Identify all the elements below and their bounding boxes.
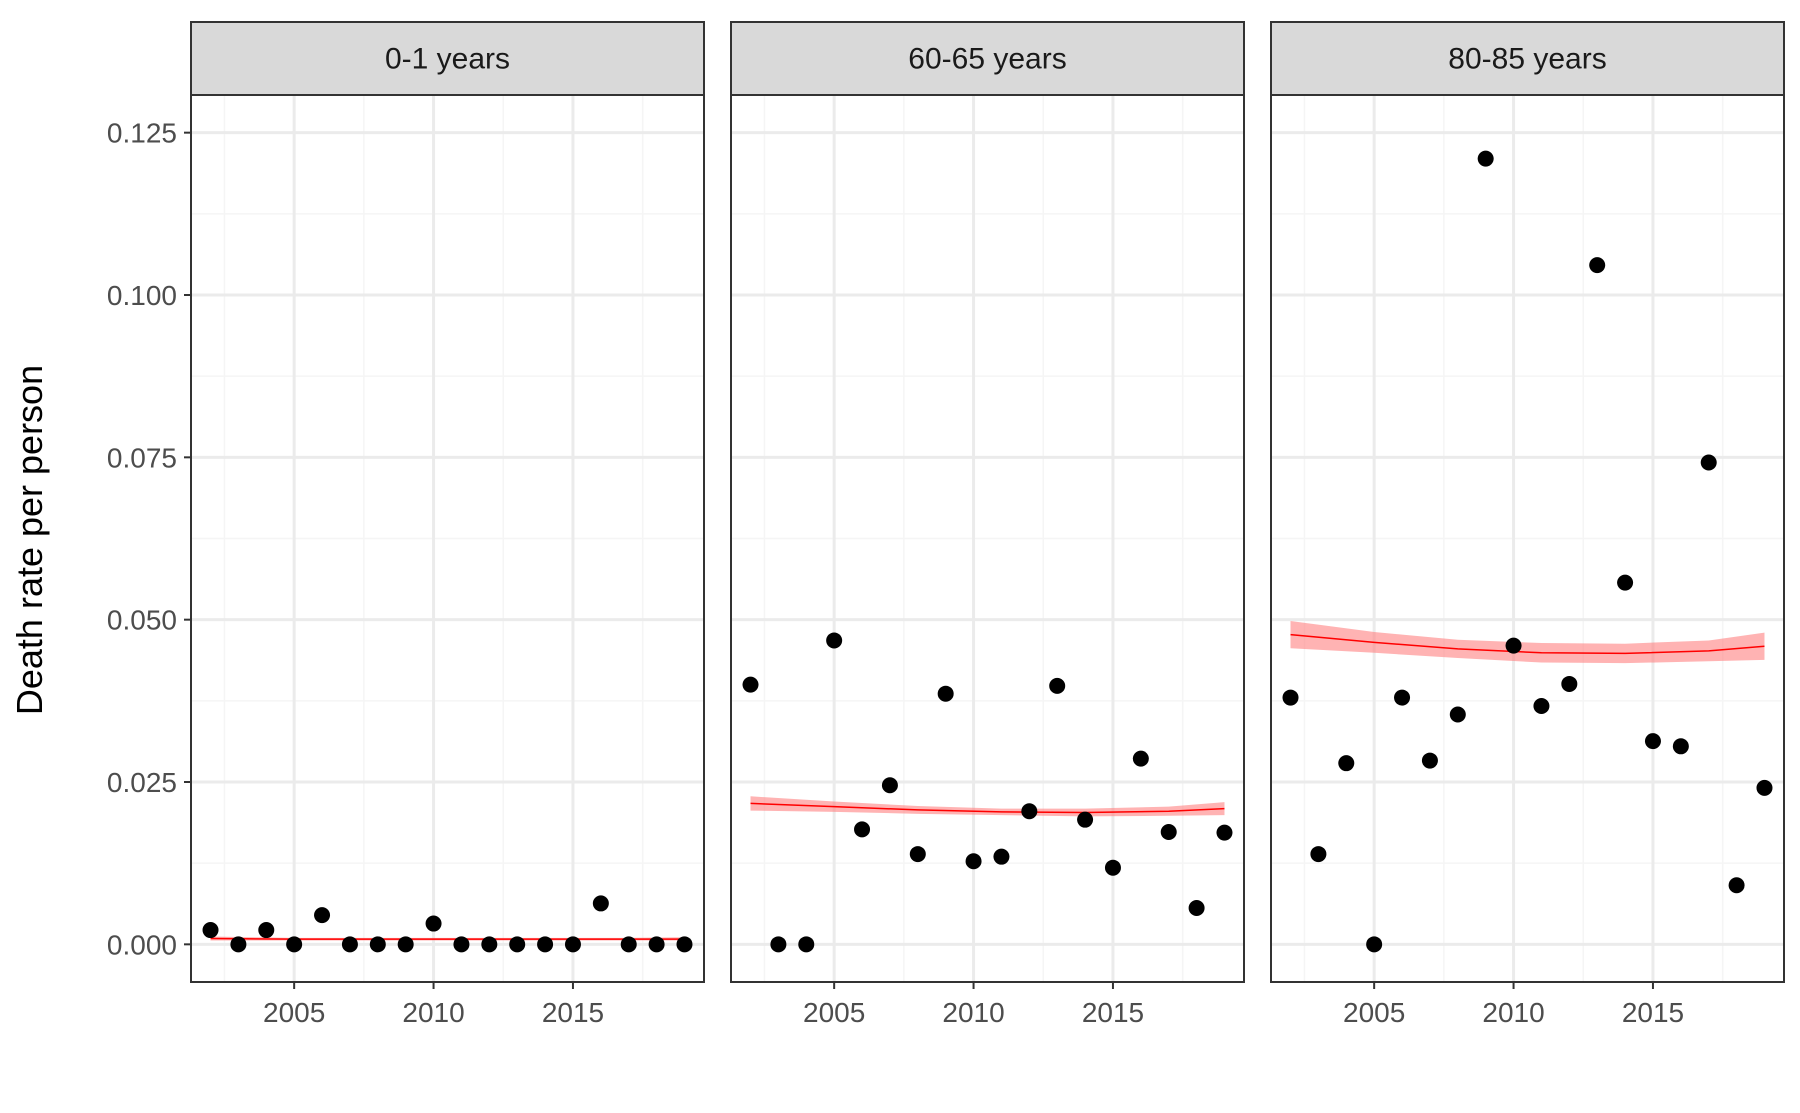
facet-panel: 60-65 years 2005 2010 2015 (730, 21, 1245, 1028)
data-point (1421, 752, 1438, 769)
data-point (1160, 824, 1177, 841)
data-point (798, 936, 815, 953)
fit-line (750, 802, 1225, 814)
y-tick-label: 0.000 (107, 929, 177, 960)
panel-border (190, 94, 705, 983)
data-point (453, 936, 470, 953)
data-point (742, 676, 759, 693)
data-point (1394, 689, 1411, 706)
data-point (1561, 675, 1578, 692)
confidence-ribbon (750, 796, 1225, 817)
data-point (1104, 859, 1121, 876)
data-point (909, 846, 926, 863)
data-point (1188, 899, 1205, 916)
x-tick-label: 2005 (803, 997, 865, 1028)
data-point (826, 632, 843, 649)
facet-strip (1270, 21, 1785, 96)
x-tick-label: 2010 (942, 997, 1004, 1028)
data-point (341, 936, 358, 953)
data-point (1617, 574, 1634, 591)
fit-line (1290, 633, 1765, 655)
data-point (1021, 803, 1038, 820)
data-point (1589, 257, 1606, 274)
data-point (937, 685, 954, 702)
facet-strip-label: 60-65 years (908, 43, 1066, 76)
x-tick-label: 2015 (542, 997, 604, 1028)
y-tick-label: 0.075 (107, 442, 177, 473)
y-axis-title: Death rate per person (9, 365, 50, 715)
data-point (537, 936, 554, 953)
data-point (481, 936, 498, 953)
data-point (881, 777, 898, 794)
data-point (1132, 750, 1149, 767)
data-point (202, 922, 219, 939)
data-point (1338, 755, 1355, 772)
facet-panels: 0-1 years 2005 2010 2015 60-65 years 2005 2010… (190, 21, 1785, 1028)
data-point (1216, 824, 1233, 841)
data-point (314, 907, 331, 924)
data-point (676, 936, 693, 953)
panel-border (1270, 94, 1785, 983)
data-point (1728, 877, 1745, 894)
x-tick-label: 2005 (263, 997, 325, 1028)
y-tick-label: 0.025 (107, 767, 177, 798)
data-point (230, 936, 247, 953)
data-point (592, 895, 609, 912)
x-tick-label: 2015 (1082, 997, 1144, 1028)
facet-strip-label: 80-85 years (1448, 43, 1606, 76)
data-point (1477, 150, 1494, 167)
y-tick-label: 0.050 (107, 605, 177, 636)
data-point (1700, 454, 1717, 471)
x-tick-label: 2015 (1622, 997, 1684, 1028)
data-point (965, 853, 982, 870)
fit-line (210, 937, 685, 940)
data-point (1366, 936, 1383, 953)
data-point (509, 936, 526, 953)
y-tick-label: 0.100 (107, 280, 177, 311)
panel-border (730, 94, 1245, 983)
data-point (993, 848, 1010, 865)
data-point (1533, 698, 1550, 715)
x-tick-label: 2010 (402, 997, 464, 1028)
data-point (1672, 738, 1689, 755)
data-point (1310, 846, 1327, 863)
data-point (286, 936, 303, 953)
data-point (1449, 706, 1466, 723)
data-point (369, 936, 386, 953)
y-axis-ticks: 0.000 0.025 0.050 0.075 0.100 0.125 (107, 118, 191, 960)
facet-strip-label: 0-1 years (385, 43, 510, 76)
data-point (770, 936, 787, 953)
x-tick-label: 2005 (1343, 997, 1405, 1028)
y-tick-label: 0.125 (107, 118, 177, 149)
data-point (620, 936, 637, 953)
data-point (1077, 811, 1094, 828)
data-point (1644, 733, 1661, 750)
data-point (1282, 689, 1299, 706)
data-point (648, 936, 665, 953)
facet-panel: 80-85 years 2005 2010 2015 (1270, 21, 1785, 1028)
data-point (564, 936, 581, 953)
data-point (258, 922, 275, 939)
data-point (1756, 779, 1773, 796)
facet-panel: 0-1 years 2005 2010 2015 (190, 21, 705, 1028)
data-point (397, 936, 414, 953)
x-tick-label: 2010 (1482, 997, 1544, 1028)
data-point (854, 821, 871, 838)
data-point (1049, 677, 1066, 694)
data-point (425, 915, 442, 932)
data-point (1505, 637, 1522, 654)
